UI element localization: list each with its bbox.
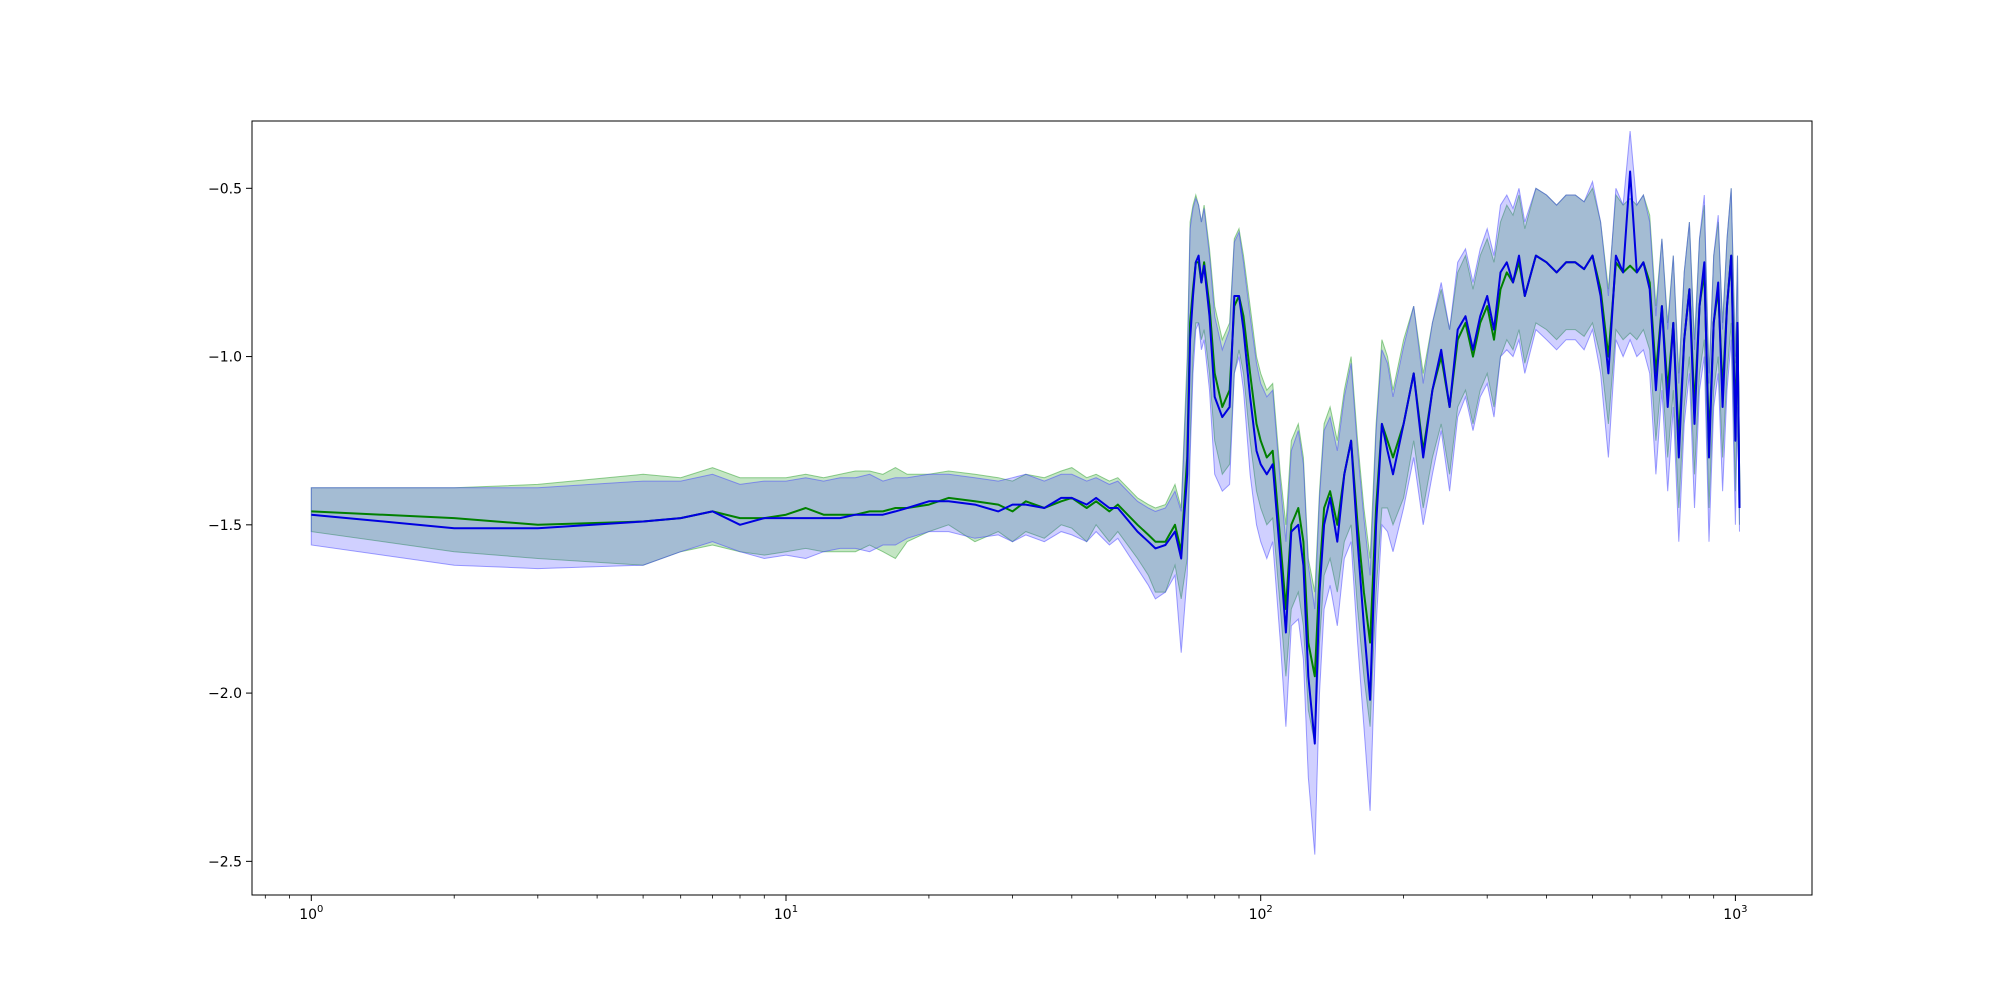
series-2-line [311, 170, 1741, 745]
y-tick-label: −2.0 [208, 686, 242, 702]
x-tick-label: 102 [1249, 904, 1273, 923]
x-axis: 100 101 102 103 [264, 895, 1748, 923]
y-axis: −0.5 −1.0 −1.5 −2.0 −2.5 [208, 181, 252, 870]
y-tick-label: −0.5 [208, 181, 242, 197]
y-tick-label: −2.5 [208, 854, 242, 870]
confidence-bands [310, 131, 1740, 855]
y-tick-label: −1.5 [208, 518, 242, 534]
plot-frame [251, 120, 1813, 896]
x-tick-label: 100 [299, 904, 323, 923]
y-tick-label: −1.0 [208, 350, 242, 366]
x-tick-label: 103 [1723, 904, 1747, 923]
series-lines [311, 170, 1741, 745]
x-tick-label: 101 [774, 904, 798, 923]
series-2-band [310, 131, 1740, 855]
